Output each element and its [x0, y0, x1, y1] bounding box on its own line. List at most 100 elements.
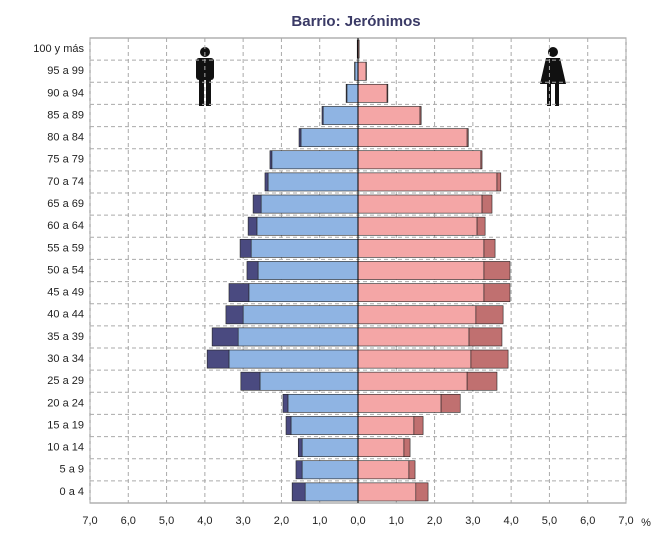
- bar: [480, 150, 483, 170]
- x-unit: %: [641, 517, 651, 529]
- bar: [357, 349, 472, 369]
- y-tick-label: 60 a 64: [47, 220, 84, 232]
- bar: [269, 150, 273, 170]
- bar: [321, 106, 324, 125]
- bar: [256, 216, 359, 236]
- x-tick-label: 2,0: [427, 515, 442, 527]
- bar: [357, 261, 485, 280]
- bar: [357, 172, 498, 192]
- bar: [228, 349, 359, 369]
- x-tick-label: 7,0: [618, 515, 633, 527]
- x-tick-label: 5,0: [159, 515, 174, 527]
- bar: [357, 216, 478, 236]
- bar: [419, 106, 422, 125]
- bar: [483, 238, 496, 258]
- bar: [301, 460, 359, 480]
- bar: [304, 482, 359, 502]
- bar: [206, 349, 230, 369]
- x-tick-label: 2,0: [274, 515, 289, 527]
- bar: [225, 305, 244, 325]
- bar: [357, 83, 388, 103]
- y-tick-label: 85 a 89: [47, 109, 84, 121]
- x-tick-label: 1,0: [312, 515, 327, 527]
- y-tick-label: 20 a 24: [47, 397, 84, 409]
- x-tick-label: 5,0: [542, 515, 557, 527]
- bar: [415, 482, 429, 502]
- x-tick-label: 6,0: [580, 515, 595, 527]
- y-tick-label: 35 a 39: [47, 331, 84, 343]
- bar: [264, 172, 269, 192]
- bar: [240, 371, 261, 391]
- bar: [403, 438, 411, 458]
- bar: [346, 83, 359, 103]
- bar: [357, 61, 367, 81]
- bar: [357, 150, 482, 170]
- bar: [211, 327, 239, 347]
- bar: [257, 261, 359, 280]
- x-tick-label: 6,0: [121, 515, 136, 527]
- bar: [282, 393, 289, 413]
- y-tick-label: 75 a 79: [47, 154, 84, 166]
- y-tick-label: 0 a 4: [60, 486, 84, 498]
- bar: [291, 482, 306, 502]
- bar: [357, 194, 483, 214]
- bar: [246, 261, 259, 280]
- bar: [357, 460, 410, 480]
- x-tick-label: 1,0: [389, 515, 404, 527]
- bar: [267, 172, 359, 192]
- bar: [483, 261, 511, 280]
- y-tick-label: 90 a 94: [47, 87, 84, 99]
- bar: [300, 128, 359, 148]
- bar: [298, 128, 302, 148]
- bar: [466, 128, 469, 148]
- x-tick-label: 7,0: [82, 515, 97, 527]
- y-tick-label: 5 a 9: [60, 464, 84, 476]
- bar: [357, 283, 485, 303]
- y-tick-label: 100 y más: [33, 43, 84, 55]
- bar: [290, 416, 359, 435]
- x-tick-label: 3,0: [235, 515, 250, 527]
- bar: [475, 305, 504, 325]
- y-tick-label: 70 a 74: [47, 176, 84, 188]
- bar: [470, 349, 509, 369]
- bar: [357, 327, 470, 347]
- y-tick-label: 10 a 14: [47, 442, 84, 454]
- bar: [247, 216, 258, 236]
- bar: [481, 194, 493, 214]
- bar: [357, 416, 415, 435]
- bar: [466, 371, 498, 391]
- bar: [357, 305, 477, 325]
- bar: [228, 283, 250, 303]
- bar: [301, 438, 359, 458]
- y-tick-label: 55 a 59: [47, 242, 84, 254]
- bar: [357, 438, 405, 458]
- bar: [483, 283, 511, 303]
- bar: [322, 106, 359, 125]
- bar: [259, 371, 359, 391]
- y-tick-label: 15 a 19: [47, 419, 84, 431]
- bar: [242, 305, 359, 325]
- bar: [357, 106, 421, 125]
- bar: [250, 238, 359, 258]
- female-icon: [540, 47, 566, 106]
- bar: [295, 460, 303, 480]
- y-tick-label: 50 a 54: [47, 264, 84, 276]
- bar: [285, 416, 292, 435]
- bar: [297, 438, 303, 458]
- y-tick-label: 45 a 49: [47, 287, 84, 299]
- bar: [468, 327, 503, 347]
- bar: [287, 393, 359, 413]
- bar: [408, 460, 416, 480]
- bar: [260, 194, 359, 214]
- bar: [345, 83, 348, 103]
- bar: [496, 172, 502, 192]
- y-tick-label: 80 a 84: [47, 132, 84, 144]
- x-tick-label: 0,0: [350, 515, 365, 527]
- bar: [386, 83, 389, 103]
- bar: [357, 128, 468, 148]
- y-tick-label: 40 a 44: [47, 309, 84, 321]
- y-tick-label: 95 a 99: [47, 65, 84, 77]
- x-tick-label: 4,0: [197, 515, 212, 527]
- bar: [248, 283, 359, 303]
- bar: [357, 482, 417, 502]
